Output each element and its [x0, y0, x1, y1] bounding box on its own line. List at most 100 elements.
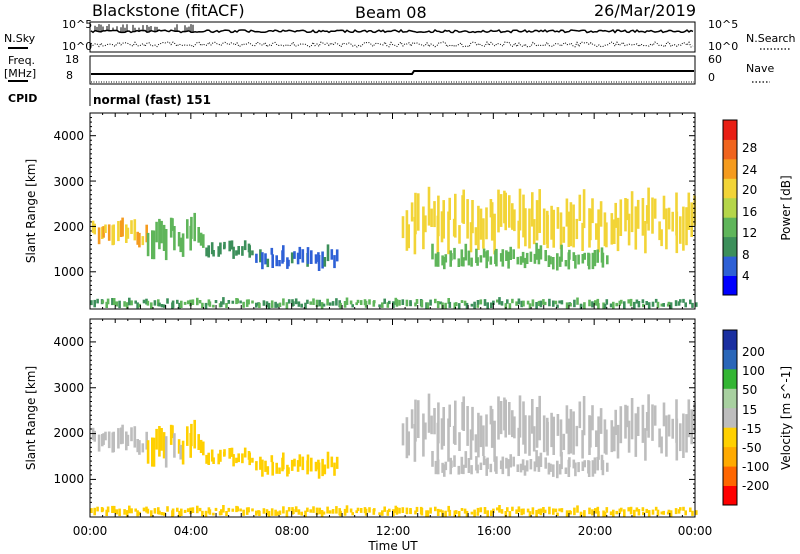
echo-cell — [276, 303, 279, 308]
echo-cell — [191, 299, 195, 305]
echo-cell — [537, 508, 541, 514]
echo-cell — [482, 456, 486, 466]
echo-cell — [612, 509, 615, 517]
echo-cell — [245, 507, 249, 515]
echo-cell — [292, 509, 295, 514]
echo-cell — [201, 510, 204, 517]
echo-cell — [647, 510, 651, 517]
echo-cell — [442, 407, 445, 446]
echo-cell — [520, 300, 523, 308]
echo-cell — [424, 215, 427, 233]
colorbar-swatch — [723, 466, 737, 486]
echo-cell — [212, 304, 215, 308]
echo-cell — [641, 404, 645, 443]
echo-cell — [443, 464, 446, 477]
echo-cell — [564, 260, 568, 267]
echo-cell — [595, 223, 598, 240]
echo-cell — [198, 507, 202, 512]
echo-cell — [522, 194, 525, 238]
echo-cell — [463, 300, 467, 306]
echo-cell — [603, 303, 607, 309]
echo-cell — [415, 299, 419, 304]
echo-cell — [210, 242, 214, 255]
echo-cell — [575, 425, 579, 447]
echo-cell — [323, 464, 327, 475]
colorbar-swatch — [723, 368, 737, 389]
echo-cell — [463, 508, 467, 514]
echo-cell — [504, 192, 507, 231]
echo-cell — [290, 459, 294, 471]
echo-cell — [675, 211, 679, 254]
echo-cell — [490, 510, 493, 516]
echo-cell — [271, 461, 274, 476]
echo-cell — [581, 222, 584, 251]
echo-cell — [695, 302, 698, 307]
xtick-0000: 00:00 — [73, 524, 108, 538]
echo-cell — [339, 302, 342, 309]
echo-cell — [162, 432, 166, 459]
echo-cell — [349, 300, 353, 305]
echo-cell — [427, 186, 431, 226]
echo-cell — [591, 301, 594, 308]
echo-cell — [228, 448, 231, 459]
echo-cell — [115, 301, 119, 307]
echo-cell — [564, 467, 568, 474]
echo-cell — [296, 460, 300, 472]
echo-cell — [602, 302, 605, 309]
echo-cell — [136, 439, 139, 453]
echo-cell — [515, 509, 518, 514]
echo-cell — [582, 396, 586, 436]
echo-cell — [241, 453, 244, 464]
echo-cell — [457, 511, 461, 517]
echo-cell — [501, 249, 505, 267]
echo-cell — [642, 511, 645, 516]
echo-cell — [425, 302, 428, 309]
echo-cell — [462, 396, 465, 431]
echo-cell — [351, 304, 354, 308]
echo-cell — [504, 303, 508, 309]
echo-cell — [343, 301, 347, 308]
echo-cell — [529, 459, 533, 470]
echo-cell — [535, 200, 539, 241]
echo-cell — [368, 299, 371, 305]
echo-cell — [447, 418, 450, 462]
echo-cell — [483, 299, 487, 306]
echo-cell — [637, 509, 641, 516]
echo-cell — [567, 418, 571, 455]
echo-cell — [568, 249, 571, 260]
echo-cell — [565, 198, 569, 227]
echo-cell — [293, 251, 296, 259]
echo-cell — [665, 208, 668, 250]
echo-cell — [326, 298, 329, 306]
echo-cell — [93, 430, 96, 442]
echo-cell — [490, 202, 494, 241]
echo-cell — [572, 459, 576, 469]
echo-cell — [321, 458, 324, 477]
echo-cell — [593, 250, 597, 267]
echo-cell — [292, 301, 295, 306]
echo-cell — [539, 452, 543, 467]
echo-cell — [201, 302, 204, 309]
echo-cell — [96, 506, 99, 512]
echo-cell — [671, 418, 674, 439]
echo-cell — [388, 508, 391, 512]
xtick-1200: 12:00 — [376, 524, 411, 538]
echo-cell — [669, 302, 673, 309]
power-panel-frame — [89, 112, 696, 310]
echo-cell — [486, 510, 489, 517]
colorbar-swatch — [723, 407, 737, 428]
echo-cell — [539, 300, 543, 308]
echo-cell — [136, 231, 139, 245]
echo-cell — [106, 506, 110, 513]
power-ytick-1000: 1000 — [53, 265, 84, 279]
echo-cell — [242, 301, 245, 308]
echo-cell — [464, 451, 468, 468]
echo-cell — [658, 428, 661, 448]
echo-cell — [183, 509, 187, 513]
echo-cell — [471, 406, 474, 441]
echo-cell — [526, 508, 530, 513]
echo-cell — [162, 304, 166, 308]
echo-cell — [507, 251, 510, 269]
velocity-cb-tick-200: 200 — [742, 345, 765, 359]
echo-cell — [398, 299, 401, 306]
